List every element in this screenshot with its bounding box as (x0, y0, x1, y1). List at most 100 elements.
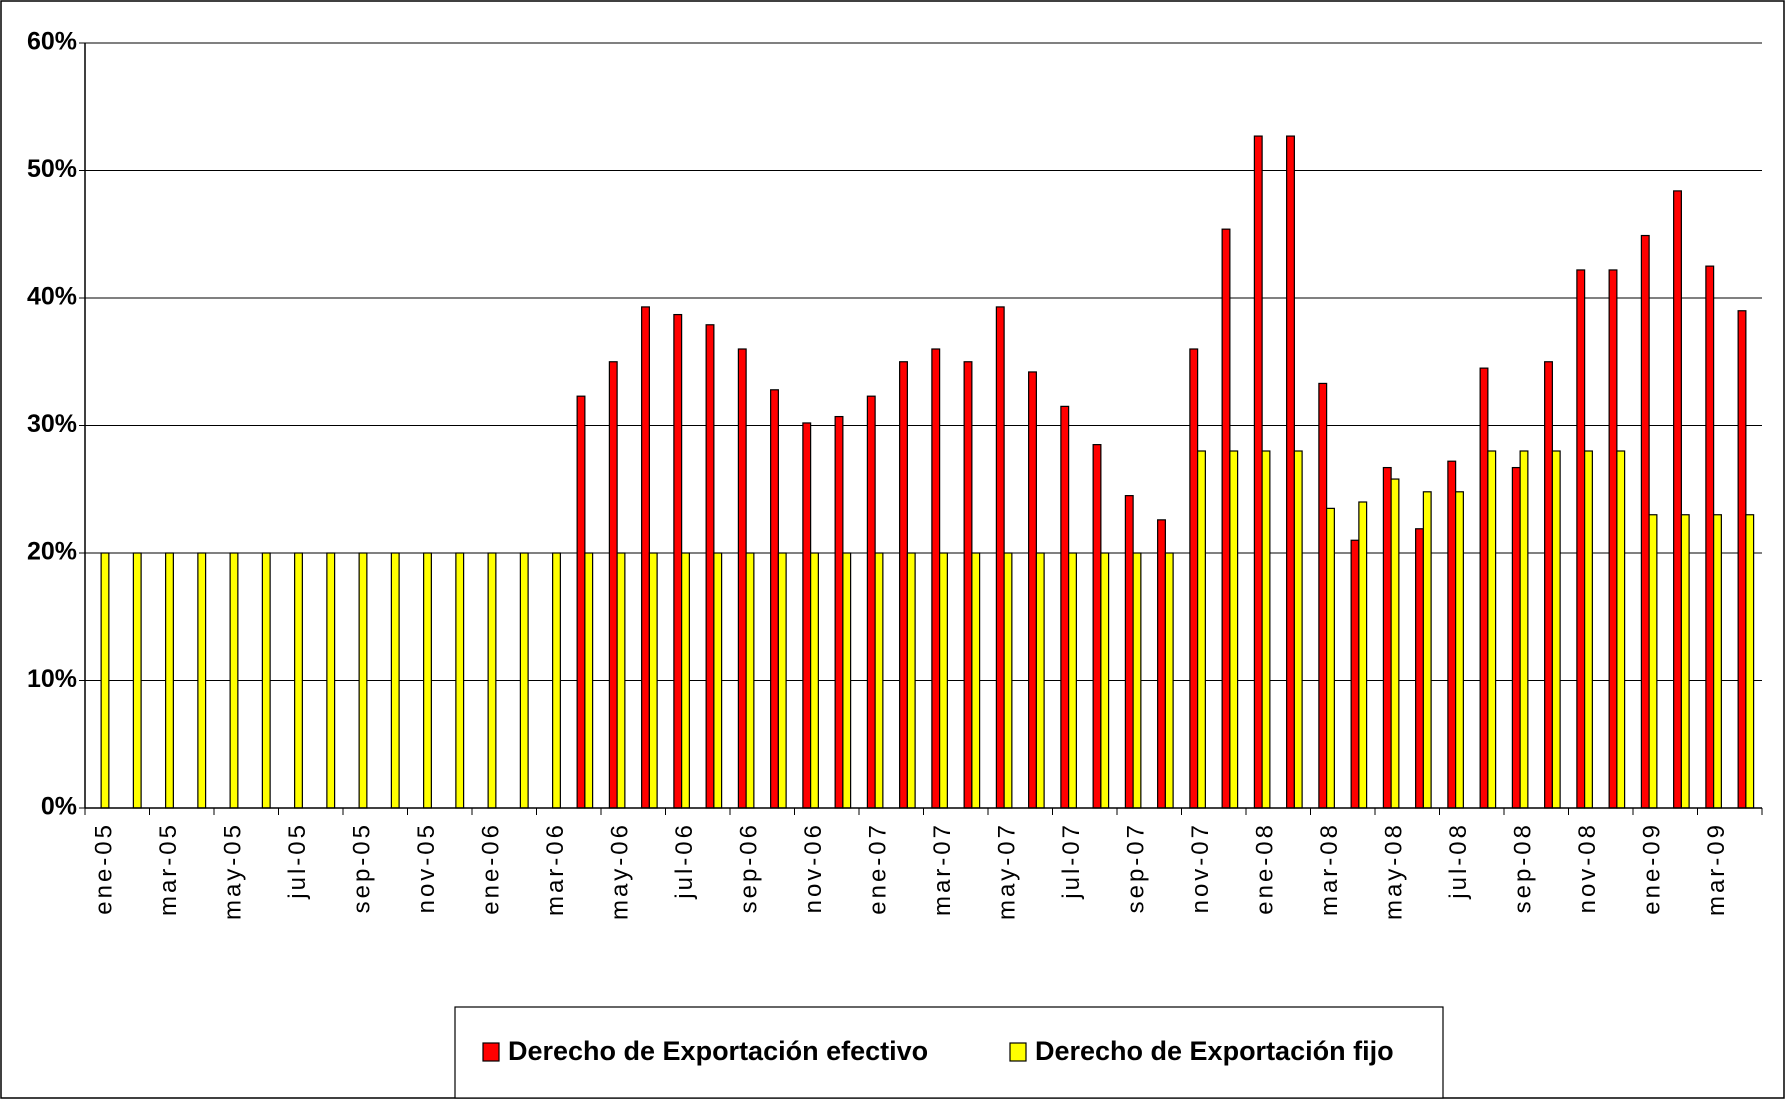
y-tick-label: 0% (41, 793, 77, 821)
bar (931, 348, 941, 809)
bar (1551, 450, 1561, 809)
x-tick-label: ene-09 (1638, 822, 1665, 915)
bar (1415, 528, 1424, 809)
y-tick-label: 10% (27, 665, 77, 693)
x-tick-label: nov-07 (1187, 822, 1214, 913)
bar (1068, 552, 1077, 809)
x-tick-label: jul-06 (671, 822, 698, 900)
bar (1293, 450, 1303, 809)
bar (1092, 444, 1102, 809)
bar (326, 552, 336, 809)
bar (1640, 234, 1650, 809)
bar (1673, 190, 1682, 809)
bar (197, 552, 207, 809)
bar (455, 552, 465, 809)
bar (1157, 519, 1166, 809)
bar (1519, 450, 1529, 809)
bar (1197, 450, 1206, 809)
bar (1745, 514, 1755, 809)
x-tick-label: mar-09 (1703, 822, 1730, 916)
legend-swatch (482, 1042, 500, 1062)
bar (1221, 228, 1231, 809)
x-tick-label: ene-08 (1251, 822, 1278, 915)
bar (1060, 405, 1070, 809)
bar (1035, 552, 1045, 809)
bar (842, 552, 852, 809)
x-tick-label: ene-07 (864, 822, 891, 915)
x-tick-label: mar-07 (929, 822, 956, 916)
x-tick-label: jul-05 (284, 822, 311, 900)
bar (1028, 371, 1037, 809)
bar (1229, 450, 1239, 809)
y-tick-label: 30% (27, 410, 77, 438)
bar (1100, 552, 1110, 809)
bar (874, 552, 884, 809)
legend-box (454, 1006, 1444, 1099)
bar (737, 348, 747, 809)
bar (1382, 466, 1392, 809)
bar (1576, 269, 1586, 809)
bar (745, 552, 755, 809)
bar (995, 306, 1005, 809)
bar (1447, 460, 1457, 809)
bar (616, 552, 626, 809)
bar (1261, 450, 1271, 809)
x-tick-label: mar-06 (542, 822, 569, 916)
x-tick-label: ene-06 (477, 822, 504, 915)
bar (906, 552, 916, 809)
bar (681, 552, 690, 809)
x-tick-label: may-08 (1380, 822, 1407, 920)
bar (165, 552, 174, 809)
legend-label: Derecho de Exportación efectivo (508, 1036, 928, 1066)
x-tick-label: nov-06 (800, 822, 827, 913)
bar (100, 552, 110, 809)
bar (294, 552, 303, 809)
bar (1487, 450, 1497, 809)
y-tick-label: 50% (27, 155, 77, 183)
bar (810, 552, 819, 809)
bar (1132, 552, 1142, 809)
bar (1253, 135, 1263, 809)
bar (1350, 539, 1360, 809)
bar (1286, 135, 1295, 809)
x-tick-label: mar-05 (155, 822, 182, 916)
bar (641, 306, 650, 809)
bar (1318, 382, 1328, 809)
bar (705, 324, 715, 809)
bar (576, 395, 586, 809)
bar (1680, 514, 1690, 809)
bar (1713, 514, 1722, 809)
bar (1189, 348, 1199, 809)
x-tick-label: may-06 (606, 822, 633, 920)
bar (1584, 450, 1593, 809)
bar (1390, 478, 1400, 809)
bar (770, 389, 779, 809)
x-tick-label: sep-07 (1122, 822, 1149, 913)
bar (1422, 491, 1432, 809)
x-tick-label: sep-06 (735, 822, 762, 913)
legend-label: Derecho de Exportación fijo (1035, 1036, 1394, 1066)
bar (552, 552, 561, 809)
x-tick-label: nov-08 (1574, 822, 1601, 913)
bar (1737, 310, 1747, 809)
bar (1511, 466, 1521, 809)
bar (834, 415, 844, 809)
bar (802, 422, 812, 809)
bar (1124, 495, 1134, 809)
y-tick-label: 60% (27, 28, 77, 56)
bar (584, 552, 594, 809)
y-tick-label: 20% (27, 538, 77, 566)
bar (358, 552, 368, 809)
bar (519, 552, 529, 809)
bar (1455, 491, 1464, 809)
bar (390, 552, 400, 809)
x-tick-label: nov-05 (413, 822, 440, 913)
bar (971, 552, 981, 809)
bar (939, 552, 948, 809)
x-tick-label: sep-05 (348, 822, 375, 913)
y-tick-label: 40% (27, 283, 77, 311)
legend: Derecho de Exportación efectivo Derecho d… (482, 1036, 1394, 1066)
bar (1003, 552, 1013, 809)
bar (673, 313, 683, 809)
